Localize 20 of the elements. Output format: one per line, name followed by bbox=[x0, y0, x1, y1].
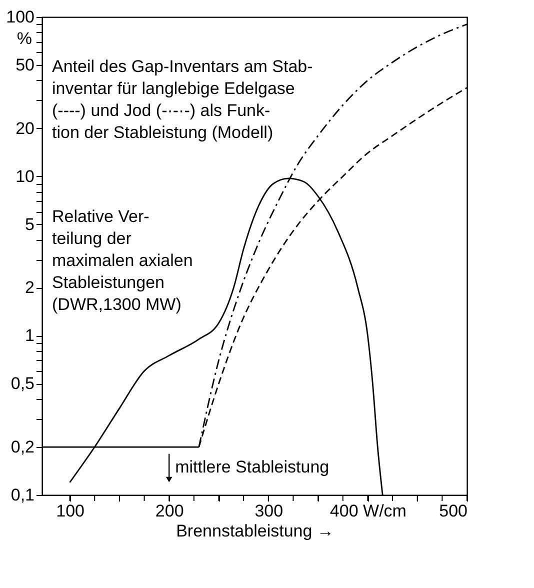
y-tick-label: 0,1 bbox=[10, 486, 34, 504]
annotation: mittlere Stableistung bbox=[175, 458, 330, 477]
y-tick-label: 0,2 bbox=[10, 438, 34, 457]
x-tick-label: 400 W/cm bbox=[330, 502, 406, 520]
x-tick-label: 200 bbox=[155, 502, 184, 520]
y-tick-label: 0,5 bbox=[10, 374, 34, 394]
annotation: Relative Ver- teilung der maximalen axialen Stableistungen (DWR,1300 MW) bbox=[52, 207, 193, 314]
y-tick-label: 1 bbox=[25, 326, 34, 346]
y-tick-label: 50 bbox=[16, 55, 34, 74]
x-tick-label: 500 bbox=[439, 502, 468, 520]
x-tick-label: 300 bbox=[254, 502, 284, 520]
y-tick-label: 100 bbox=[6, 8, 34, 26]
annotation: Anteil des Gap-Inventars am Stab- inventar für langlebige Edelgase (----) und Jod (-·-·-) als Funk- tion der Stableistung (Modell) bbox=[52, 57, 313, 142]
x-tick-label: 100 bbox=[56, 502, 84, 520]
y-tick-label: 20 bbox=[16, 118, 34, 138]
y-tick-label: 10 bbox=[16, 166, 34, 186]
x-axis-title: Brennstableistung → bbox=[176, 522, 334, 540]
y-axis-title: % bbox=[16, 29, 32, 48]
y-tick-label: 5 bbox=[25, 214, 34, 234]
y-tick-label: 2 bbox=[25, 278, 34, 298]
